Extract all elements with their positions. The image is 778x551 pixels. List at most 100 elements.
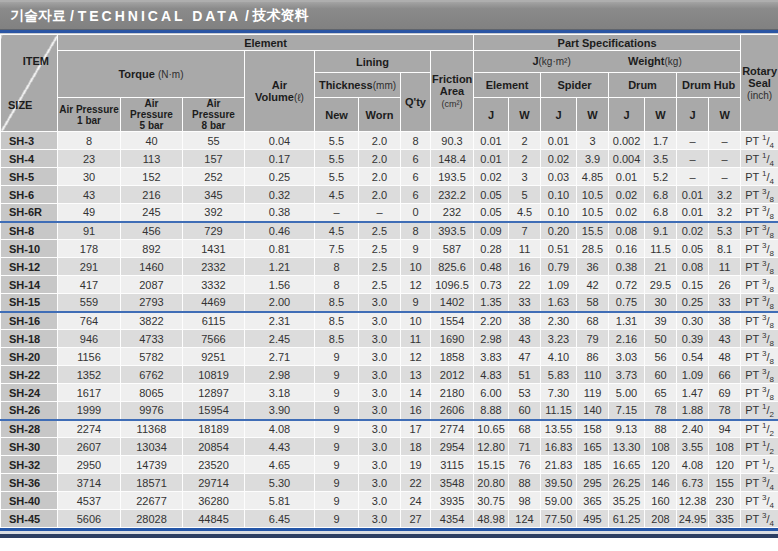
table-row: SH-28227411368181894.0893.017277410.6568… — [1, 420, 778, 438]
cell-torque-8bar: 9251 — [183, 348, 245, 366]
cell-element-j: 10.65 — [474, 420, 509, 438]
row-size-label: SH-26 — [1, 402, 58, 420]
cell-lining-new: 8 — [315, 276, 359, 294]
cell-element-w: 2 — [509, 150, 541, 168]
cell-lining-new: 8 — [315, 258, 359, 276]
cell-rotary-seal: PT 1/2 — [741, 456, 778, 474]
cell-drum-j: 2.16 — [609, 330, 645, 348]
cell-torque-5bar: 152 — [121, 168, 183, 186]
cell-spider-j: 0.03 — [541, 168, 577, 186]
cell-drum-hub-w: 94 — [709, 420, 741, 438]
friction-line2: Area — [440, 85, 464, 97]
cell-drum-hub-j: 1.88 — [677, 402, 709, 420]
header-drum-hub-j: J — [677, 98, 709, 132]
cell-rotary-seal: PT 3/8 — [741, 348, 778, 366]
table-row: SH-3840550.045.52.0890.30.0120.0130.0021… — [1, 132, 778, 150]
cell-torque-5bar: 216 — [121, 186, 183, 204]
cell-drum-hub-j: 6.73 — [677, 474, 709, 492]
cell-torque-8bar: 3332 — [183, 276, 245, 294]
cell-qty: 6 — [401, 150, 431, 168]
cell-spider-j: 0.51 — [541, 240, 577, 258]
cell-air-volume: 4.65 — [245, 456, 315, 474]
table-row: SH-6R492453920.38––02320.054.50.1010.50.… — [1, 204, 778, 222]
cell-lining-new: 9 — [315, 366, 359, 384]
cell-spider-j: 11.15 — [541, 402, 577, 420]
title-korean: 기술자료 — [10, 7, 66, 25]
table-row: SH-32295014739235204.6593.019311515.1576… — [1, 456, 778, 474]
cell-rotary-seal: PT 3/8 — [741, 312, 778, 330]
cell-drum-w: 146 — [645, 474, 677, 492]
cell-element-j: 8.88 — [474, 402, 509, 420]
cell-lining-new: 7.5 — [315, 240, 359, 258]
table-row: SH-1017889214310.817.52.595870.28110.512… — [1, 240, 778, 258]
header-air-volume: Air Volume(ℓ) — [245, 51, 315, 132]
cell-spider-w: 495 — [577, 510, 609, 528]
cell-spider-w: 36 — [577, 258, 609, 276]
cell-torque-1bar: 1999 — [58, 402, 121, 420]
table-header: ITEM SIZE Element Part Specifications Ro… — [1, 35, 778, 132]
cell-lining-new: 9 — [315, 474, 359, 492]
header-part-drum: Drum — [609, 73, 677, 98]
table-row: SH-2213526762108192.9893.01320124.83515.… — [1, 366, 778, 384]
cell-spider-j: 1.09 — [541, 276, 577, 294]
row-size-label: SH-22 — [1, 366, 58, 384]
cell-qty: 19 — [401, 456, 431, 474]
header-torque: Torque (N·m) — [58, 51, 245, 98]
header-part-drum-hub: Drum Hub — [677, 73, 741, 98]
cell-lining-worn: 2.5 — [359, 222, 401, 240]
cell-friction-area: 2012 — [431, 366, 474, 384]
cell-qty: 0 — [401, 204, 431, 222]
cell-spider-w: 68 — [577, 312, 609, 330]
cell-drum-hub-j: 0.02 — [677, 222, 709, 240]
cell-element-j: 12.80 — [474, 438, 509, 456]
header-lining-worn: Worn — [359, 98, 401, 132]
cell-spider-w: 58 — [577, 294, 609, 312]
cell-spider-w: 110 — [577, 366, 609, 384]
cell-torque-8bar: 44845 — [183, 510, 245, 528]
cell-torque-8bar: 4469 — [183, 294, 245, 312]
cell-qty: 9 — [401, 294, 431, 312]
cell-friction-area: 1554 — [431, 312, 474, 330]
cell-drum-w: 120 — [645, 456, 677, 474]
cell-lining-worn: 3.0 — [359, 456, 401, 474]
cell-drum-hub-j: 0.54 — [677, 348, 709, 366]
header-air-pressure-1bar: Air Pressure1 bar — [58, 98, 121, 132]
cell-element-w: 68 — [509, 420, 541, 438]
cell-torque-8bar: 345 — [183, 186, 245, 204]
torque-label: Torque — [118, 68, 158, 80]
cell-lining-worn: 3.0 — [359, 438, 401, 456]
cell-drum-hub-j: 0.01 — [677, 186, 709, 204]
cell-torque-1bar: 30 — [58, 168, 121, 186]
cell-spider-w: 4.85 — [577, 168, 609, 186]
table-row: SH-5301522520.255.52.06193.50.0230.034.8… — [1, 168, 778, 186]
cell-lining-new: 5.5 — [315, 150, 359, 168]
ap-value: 5 bar — [140, 120, 164, 131]
cell-element-j: 2.98 — [474, 330, 509, 348]
cell-friction-area: 1402 — [431, 294, 474, 312]
row-size-label: SH-6R — [1, 204, 58, 222]
rotary-line2: Seal — [748, 77, 771, 89]
cell-torque-8bar: 12897 — [183, 384, 245, 402]
header-element-j: J — [474, 98, 509, 132]
cell-spider-w: 15.5 — [577, 222, 609, 240]
row-size-label: SH-15 — [1, 294, 58, 312]
cell-friction-area: 232 — [431, 204, 474, 222]
cell-drum-hub-w: 5.3 — [709, 222, 741, 240]
cell-drum-hub-j: 0.15 — [677, 276, 709, 294]
cell-lining-worn: 3.0 — [359, 492, 401, 510]
cell-spider-w: 79 — [577, 330, 609, 348]
cell-friction-area: 825.6 — [431, 258, 474, 276]
cell-torque-8bar: 10819 — [183, 366, 245, 384]
cell-drum-hub-j: – — [677, 150, 709, 168]
cell-drum-j: 0.75 — [609, 294, 645, 312]
cell-element-j: 0.28 — [474, 240, 509, 258]
cell-drum-hub-j: 0.01 — [677, 204, 709, 222]
friction-unit: (cm²) — [442, 99, 463, 109]
cell-qty: 8 — [401, 132, 431, 150]
cell-friction-area: 193.5 — [431, 168, 474, 186]
cell-torque-1bar: 417 — [58, 276, 121, 294]
cell-lining-new: 4.5 — [315, 186, 359, 204]
cell-torque-1bar: 4537 — [58, 492, 121, 510]
cell-spider-w: 86 — [577, 348, 609, 366]
cell-lining-new: 9 — [315, 456, 359, 474]
